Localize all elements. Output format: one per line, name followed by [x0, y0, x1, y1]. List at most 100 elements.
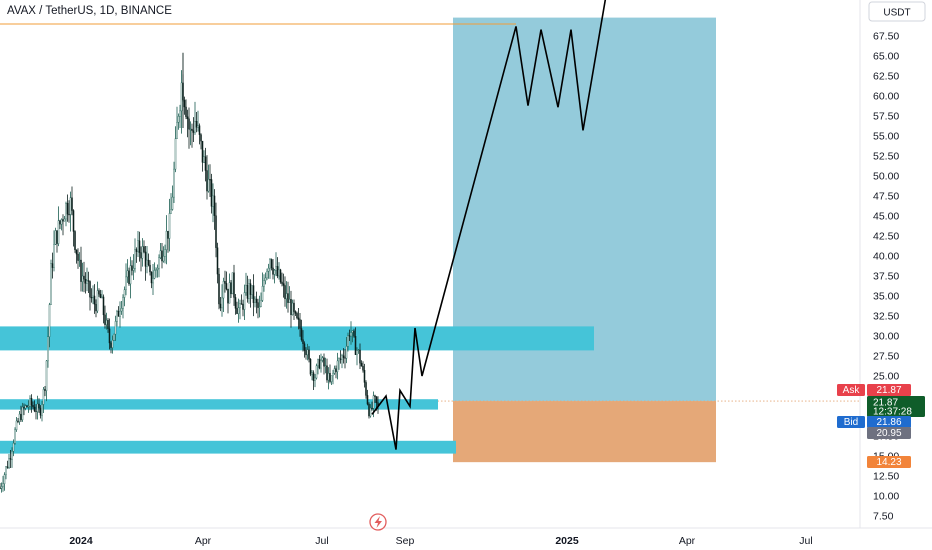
projection-group — [371, 0, 607, 450]
candle — [53, 230, 55, 272]
candle — [32, 401, 34, 410]
candle — [75, 249, 78, 264]
candle — [330, 375, 333, 385]
candle — [321, 356, 324, 363]
y-tick-label: 57.50 — [873, 111, 899, 123]
candle — [0, 482, 1, 490]
candle — [11, 447, 13, 468]
candle — [36, 395, 39, 420]
candle — [339, 350, 342, 364]
candle — [90, 288, 93, 303]
candle — [161, 242, 163, 269]
candle — [188, 107, 190, 149]
symbol-title: AVAX / TetherUS, 1D, BINANCE — [7, 5, 172, 17]
candle — [209, 164, 211, 197]
candle — [354, 327, 357, 356]
candle — [138, 231, 141, 262]
countdown-value: 12:37:28 — [873, 407, 912, 418]
candle — [179, 104, 181, 129]
x-axis[interactable]: 2024 Apr Jul Sep 2025 Apr Jul — [69, 535, 812, 547]
candle — [132, 254, 135, 281]
candle — [197, 110, 199, 132]
candle — [87, 271, 90, 294]
candle — [144, 246, 147, 281]
candle — [246, 275, 249, 303]
candle — [255, 291, 258, 314]
candle — [128, 267, 130, 286]
candle — [81, 262, 84, 292]
candle — [192, 117, 195, 143]
lightning-icon[interactable] — [369, 513, 387, 531]
candle — [29, 395, 31, 411]
candle — [227, 288, 229, 314]
y-tick-label: 45.00 — [873, 211, 899, 223]
candle — [237, 298, 240, 323]
candle — [135, 247, 138, 263]
candle — [302, 330, 304, 352]
candle — [200, 133, 202, 150]
candle — [126, 259, 129, 283]
candle — [366, 389, 369, 406]
candle — [140, 246, 142, 272]
candle — [68, 200, 70, 223]
candle — [287, 281, 289, 313]
candle — [309, 358, 312, 377]
candle — [162, 246, 165, 263]
candle — [243, 284, 246, 321]
candle — [180, 70, 183, 134]
candle — [263, 274, 265, 292]
candle — [57, 206, 60, 247]
candle — [342, 348, 345, 364]
candle — [35, 404, 37, 420]
y-tick-label: 10.00 — [873, 491, 899, 503]
candle — [39, 405, 42, 419]
candle — [249, 279, 252, 308]
y-tick-label: 30.00 — [873, 331, 899, 343]
prev-price-label-text: 20.95 — [876, 428, 901, 439]
candle — [60, 218, 63, 231]
candle — [131, 260, 133, 276]
candle — [5, 466, 7, 480]
candle — [254, 296, 256, 308]
candle — [117, 306, 120, 317]
y-tick-label: 62.50 — [873, 71, 899, 83]
x-tick-label: Jul — [799, 535, 812, 547]
bid-price-label: 21.86 — [867, 416, 911, 428]
y-tick-label: 67.50 — [873, 31, 899, 43]
candle — [326, 358, 328, 383]
candle — [44, 385, 46, 397]
candle — [96, 281, 99, 314]
candle — [110, 341, 112, 354]
candle — [98, 288, 100, 297]
y-tick-label: 37.50 — [873, 271, 899, 283]
candle — [194, 101, 196, 135]
candle — [282, 273, 285, 298]
candle — [183, 96, 186, 115]
candle — [30, 394, 33, 413]
candle — [218, 267, 220, 310]
candle — [119, 301, 121, 328]
candle — [141, 238, 144, 267]
candle — [350, 321, 352, 345]
candle — [230, 280, 232, 299]
candle — [275, 252, 277, 277]
candle — [279, 268, 282, 284]
x-tick-label: Apr — [195, 535, 212, 547]
candle — [45, 359, 48, 402]
candle — [203, 150, 205, 163]
candle — [314, 374, 316, 388]
candle — [222, 277, 225, 312]
candle — [272, 258, 274, 280]
candle — [186, 109, 189, 138]
candle — [344, 349, 346, 369]
candle — [120, 301, 123, 315]
candle — [323, 353, 325, 375]
candle — [54, 227, 57, 245]
y-tick-label: 50.00 — [873, 171, 899, 183]
currency-button[interactable]: USDT — [868, 1, 926, 22]
candle — [8, 454, 10, 469]
y-tick-label: 32.50 — [873, 311, 899, 323]
y-tick-label: 35.00 — [873, 291, 899, 303]
candle — [315, 363, 318, 380]
